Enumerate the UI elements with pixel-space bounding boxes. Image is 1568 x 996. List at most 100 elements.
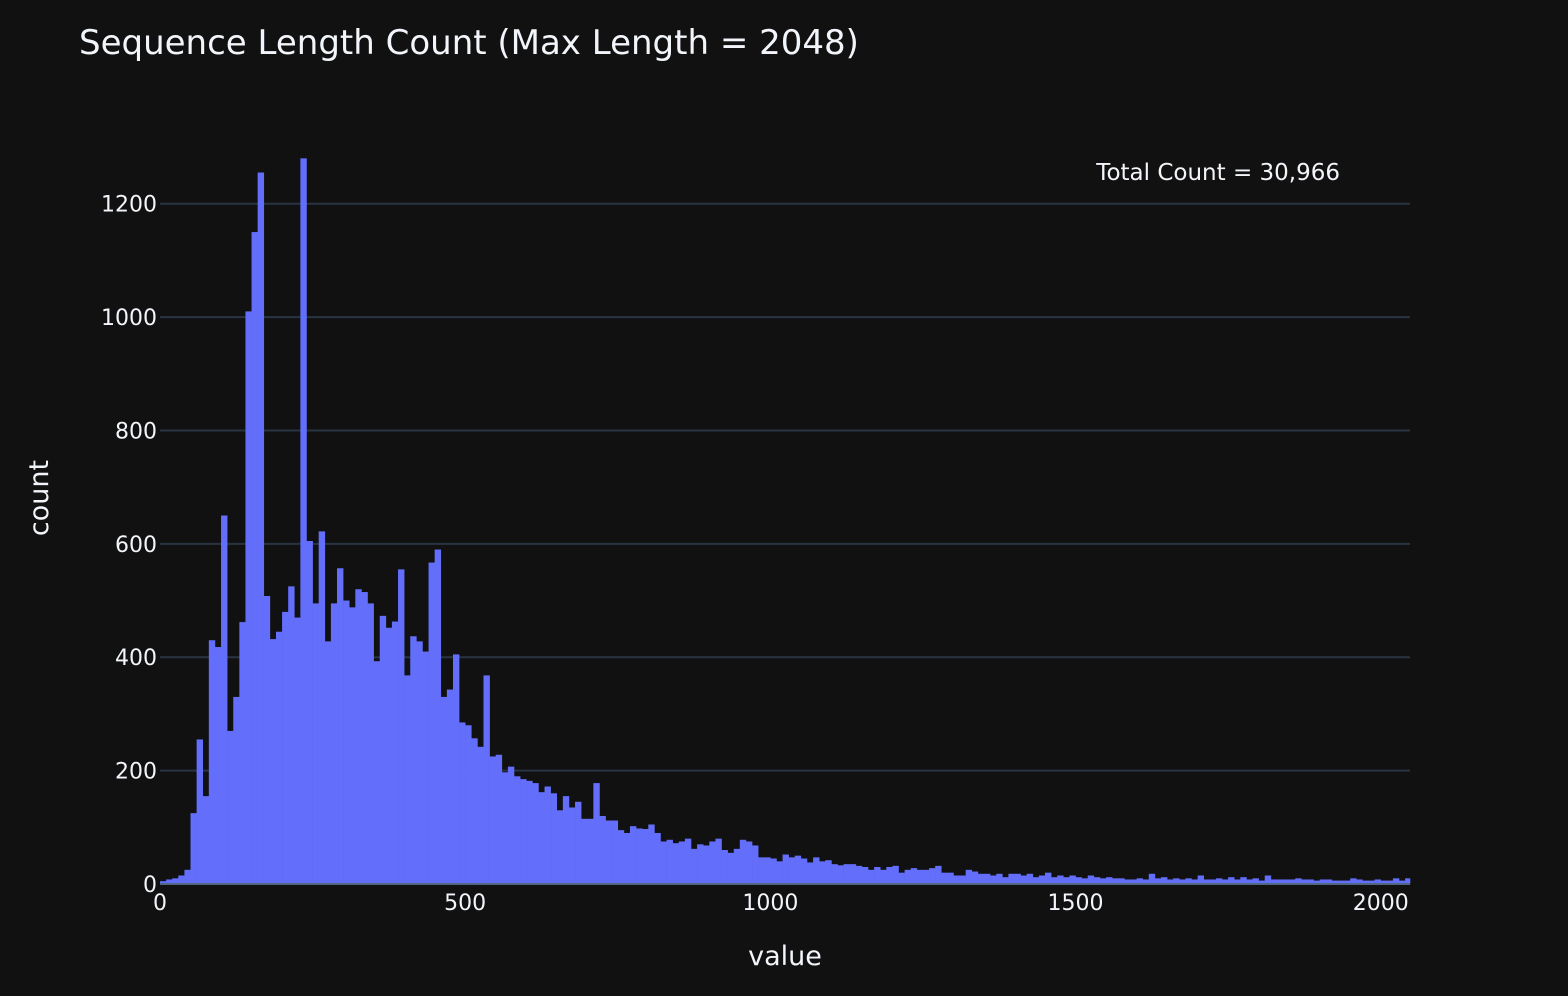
histogram-bar[interactable]: [275, 631, 283, 884]
histogram-bar[interactable]: [398, 569, 405, 884]
histogram-bar[interactable]: [288, 586, 295, 884]
histogram-bar[interactable]: [385, 627, 393, 884]
histogram-bar[interactable]: [1051, 877, 1058, 884]
histogram-bar[interactable]: [660, 841, 667, 884]
histogram-bar[interactable]: [1386, 880, 1394, 884]
histogram-bar[interactable]: [1185, 878, 1192, 884]
histogram-bar[interactable]: [1252, 878, 1259, 884]
histogram-bar[interactable]: [1179, 879, 1186, 884]
histogram-bar[interactable]: [1344, 880, 1351, 884]
histogram-bar[interactable]: [160, 881, 167, 884]
histogram-bar[interactable]: [1032, 877, 1040, 884]
histogram-bar[interactable]: [568, 807, 576, 884]
histogram-bar[interactable]: [587, 818, 594, 884]
histogram-bar[interactable]: [666, 839, 673, 884]
histogram-bar[interactable]: [434, 549, 442, 884]
histogram-bar[interactable]: [330, 603, 338, 884]
histogram-bar[interactable]: [520, 779, 527, 884]
histogram-bar[interactable]: [440, 696, 448, 884]
histogram-bar[interactable]: [1392, 878, 1400, 884]
histogram-bar[interactable]: [190, 813, 197, 884]
histogram-bar[interactable]: [813, 857, 820, 884]
histogram-bar[interactable]: [825, 860, 832, 884]
histogram-bar[interactable]: [202, 796, 210, 884]
histogram-bar[interactable]: [1215, 878, 1223, 884]
histogram-bar[interactable]: [782, 854, 789, 884]
histogram-bar[interactable]: [1154, 878, 1162, 884]
histogram-bar[interactable]: [593, 783, 600, 884]
histogram-bar[interactable]: [648, 824, 655, 884]
histogram-bar[interactable]: [1057, 875, 1064, 884]
histogram-bar[interactable]: [1350, 878, 1357, 884]
histogram-bar[interactable]: [1148, 873, 1156, 884]
histogram-bar[interactable]: [416, 641, 423, 884]
histogram-bar[interactable]: [1081, 878, 1089, 884]
histogram-bar[interactable]: [806, 862, 814, 884]
histogram-bar[interactable]: [1289, 879, 1296, 884]
histogram-bar[interactable]: [886, 866, 893, 884]
histogram-bar[interactable]: [379, 615, 387, 884]
histogram-bar[interactable]: [367, 603, 374, 884]
histogram-bar[interactable]: [983, 873, 991, 884]
histogram-bar[interactable]: [178, 875, 185, 884]
histogram-bar[interactable]: [996, 873, 1003, 884]
histogram-bar[interactable]: [953, 875, 960, 884]
histogram-bar[interactable]: [629, 826, 637, 884]
histogram-bar[interactable]: [1124, 879, 1131, 884]
histogram-bar[interactable]: [800, 858, 808, 884]
histogram-bar[interactable]: [422, 651, 429, 884]
histogram-bar[interactable]: [1173, 878, 1180, 884]
histogram-bar[interactable]: [1160, 877, 1168, 884]
histogram-bar[interactable]: [776, 861, 783, 884]
histogram-bar[interactable]: [495, 754, 503, 884]
histogram-bar[interactable]: [172, 878, 179, 884]
histogram-bar[interactable]: [404, 675, 411, 884]
histogram-bar[interactable]: [922, 869, 930, 884]
histogram-bar[interactable]: [880, 869, 887, 884]
histogram-bar[interactable]: [227, 730, 234, 884]
histogram-bar[interactable]: [935, 865, 942, 884]
histogram-bar[interactable]: [1130, 879, 1137, 884]
histogram-bar[interactable]: [465, 725, 472, 884]
histogram-bar[interactable]: [489, 756, 496, 884]
histogram-bar[interactable]: [929, 868, 936, 884]
histogram-bar[interactable]: [1258, 880, 1266, 884]
histogram-bar[interactable]: [1063, 877, 1070, 884]
histogram-bar[interactable]: [1069, 875, 1076, 884]
histogram-bar[interactable]: [990, 875, 997, 884]
histogram-bar[interactable]: [684, 838, 692, 884]
histogram-bar[interactable]: [849, 864, 857, 884]
histogram-bar[interactable]: [410, 636, 417, 884]
histogram-bar[interactable]: [1264, 875, 1272, 884]
histogram-bar[interactable]: [959, 875, 966, 884]
histogram-bar[interactable]: [459, 722, 466, 884]
histogram-bar[interactable]: [221, 515, 228, 884]
histogram-bar[interactable]: [575, 801, 582, 884]
histogram-bar[interactable]: [758, 857, 765, 884]
histogram-bar[interactable]: [1240, 877, 1247, 884]
histogram-bar[interactable]: [861, 866, 869, 884]
histogram-bar[interactable]: [1234, 879, 1241, 884]
histogram-bar[interactable]: [1075, 877, 1082, 884]
histogram-bar[interactable]: [306, 541, 313, 884]
histogram-bar[interactable]: [971, 871, 979, 884]
histogram-bar[interactable]: [318, 531, 326, 884]
histogram-bar[interactable]: [257, 172, 265, 884]
histogram-bar[interactable]: [1276, 879, 1284, 884]
histogram-bar[interactable]: [526, 780, 533, 884]
histogram-bar[interactable]: [874, 866, 881, 884]
histogram-bar[interactable]: [721, 849, 728, 884]
histogram-bar[interactable]: [654, 832, 661, 884]
histogram-bar[interactable]: [233, 696, 240, 884]
histogram-bar[interactable]: [294, 617, 301, 884]
histogram-bar[interactable]: [263, 596, 271, 884]
histogram-bar[interactable]: [831, 864, 838, 884]
histogram-bar[interactable]: [727, 852, 735, 884]
histogram-bar[interactable]: [752, 845, 759, 884]
histogram-bar[interactable]: [868, 869, 875, 884]
histogram-bar[interactable]: [471, 738, 478, 884]
histogram-bar[interactable]: [300, 158, 307, 884]
histogram-bar[interactable]: [947, 872, 954, 884]
histogram-bar[interactable]: [391, 621, 399, 884]
histogram-bar[interactable]: [282, 611, 289, 884]
